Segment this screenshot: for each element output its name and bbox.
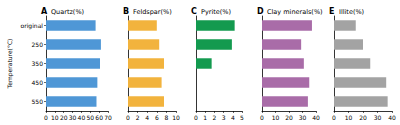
svg-text:6: 6	[155, 114, 159, 121]
svg-text:Quartz(%): Quartz(%)	[51, 8, 84, 16]
svg-text:1: 1	[203, 114, 207, 121]
svg-text:E: E	[329, 7, 334, 16]
svg-text:40: 40	[78, 114, 86, 121]
svg-text:C: C	[191, 7, 197, 16]
svg-text:2: 2	[212, 114, 216, 121]
svg-text:10: 10	[345, 114, 353, 121]
svg-text:450: 450	[32, 79, 44, 86]
svg-text:0: 0	[260, 114, 264, 121]
svg-text:350: 350	[32, 60, 44, 67]
svg-text:10: 10	[172, 114, 180, 121]
svg-text:20: 20	[285, 114, 293, 121]
svg-text:5: 5	[240, 114, 244, 121]
svg-text:20: 20	[359, 114, 367, 121]
svg-text:Clay minerals(%): Clay minerals(%)	[267, 8, 323, 16]
svg-text:30: 30	[69, 114, 77, 121]
svg-text:D: D	[257, 7, 264, 16]
svg-text:30: 30	[299, 114, 307, 121]
svg-text:4: 4	[145, 114, 149, 121]
svg-text:550: 550	[32, 98, 44, 105]
svg-text:A: A	[41, 7, 48, 16]
svg-text:30: 30	[374, 114, 382, 121]
svg-text:40: 40	[312, 114, 320, 121]
svg-text:3: 3	[222, 114, 226, 121]
svg-text:Feldspar(%): Feldspar(%)	[133, 8, 172, 16]
svg-text:4: 4	[231, 114, 235, 121]
svg-text:8: 8	[164, 114, 168, 121]
svg-text:0: 0	[332, 114, 336, 121]
svg-text:Pyrite(%): Pyrite(%)	[201, 8, 231, 16]
svg-text:10: 10	[272, 114, 280, 121]
svg-text:0: 0	[126, 114, 130, 121]
svg-text:0: 0	[44, 114, 48, 121]
svg-text:2: 2	[136, 114, 140, 121]
svg-text:70: 70	[104, 114, 112, 121]
svg-text:B: B	[123, 7, 129, 16]
svg-text:10: 10	[51, 114, 59, 121]
svg-text:50: 50	[86, 114, 94, 121]
svg-text:60: 60	[95, 114, 103, 121]
svg-text:0: 0	[194, 114, 198, 121]
svg-text:250: 250	[32, 41, 44, 48]
svg-text:Illite(%): Illite(%)	[339, 8, 364, 16]
svg-text:Temperature(°C): Temperature(°C)	[6, 39, 14, 90]
svg-text:40: 40	[388, 114, 396, 121]
svg-text:20: 20	[60, 114, 68, 121]
svg-text:original: original	[21, 22, 44, 30]
